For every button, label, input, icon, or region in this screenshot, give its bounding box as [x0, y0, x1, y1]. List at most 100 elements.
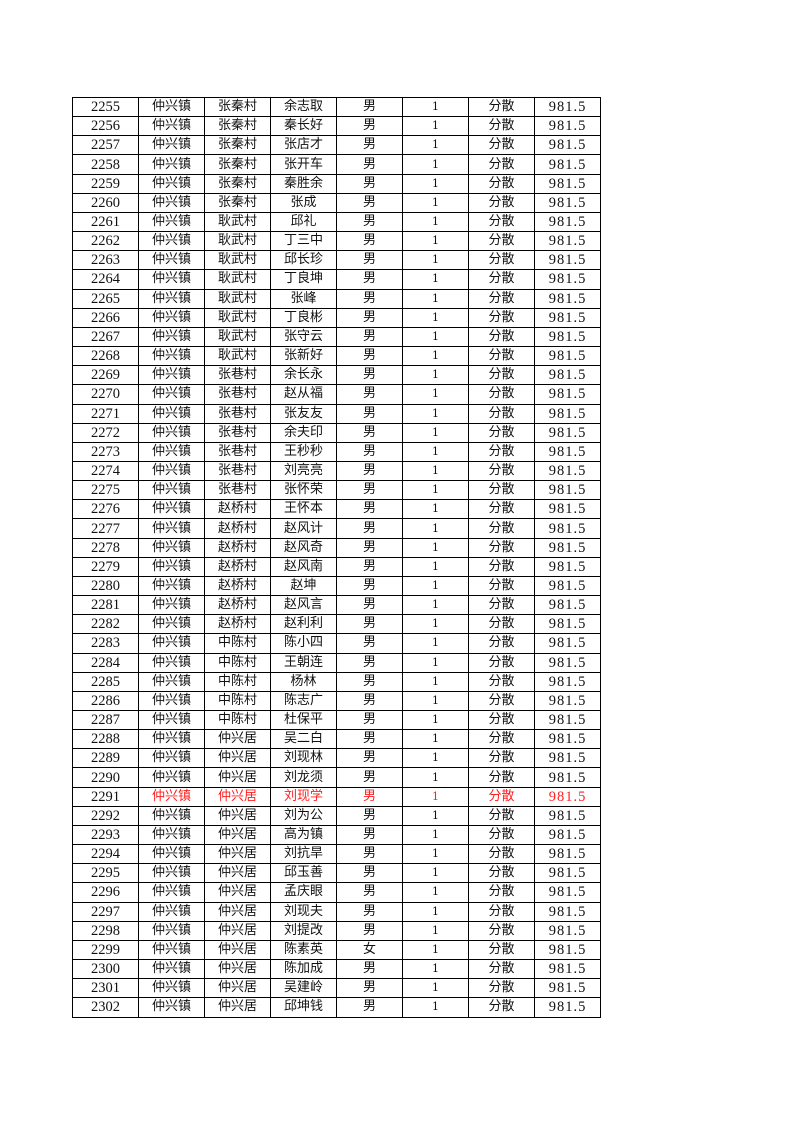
category-cell: 分散: [468, 441, 535, 462]
gender-cell: 男: [336, 786, 403, 807]
person-name-cell: 邱玉善: [270, 863, 337, 884]
village-cell: 仲兴居: [204, 920, 271, 941]
person-name: 刘提改: [283, 922, 323, 938]
gender-cell: 男: [336, 422, 403, 443]
table-row: 2262 仲兴镇 耿武村 丁三中 男 1 分散 981.5: [72, 231, 601, 252]
gender: 男: [362, 233, 376, 249]
category: 分散: [488, 788, 515, 804]
amount-cell: 981.5: [534, 786, 601, 807]
township-cell: 仲兴镇: [138, 135, 205, 156]
table-row: 2286 仲兴镇 中陈村 陈志广 男 1 分散 981.5: [72, 690, 601, 712]
person-name-cell: 刘提改: [270, 920, 337, 941]
township: 仲兴镇: [151, 137, 191, 153]
category: 分散: [488, 577, 515, 593]
village: 耿武村: [217, 271, 257, 287]
gender: 男: [362, 405, 376, 421]
count-cell: 1: [402, 786, 469, 807]
count-cell: 1: [402, 135, 469, 156]
category-cell: 分散: [468, 709, 535, 731]
gender: 男: [362, 443, 376, 459]
village: 仲兴居: [217, 846, 257, 862]
count-cell: 1: [402, 384, 469, 405]
table-row: 2279 仲兴镇 赵桥村 赵风南 男 1 分散 981.5: [72, 556, 601, 577]
gender-cell: 男: [336, 863, 403, 884]
count-cell: 1: [402, 767, 469, 788]
gender-cell: 男: [336, 173, 403, 194]
count: 1: [432, 540, 439, 554]
category: 分散: [488, 597, 515, 613]
person-name-cell: 王朝连: [270, 652, 337, 673]
gender: 男: [362, 520, 376, 536]
gender-cell: 男: [336, 690, 403, 712]
person-name: 刘龙须: [283, 769, 323, 785]
table-row: 2258 仲兴镇 张秦村 张开车 男 1 分散 981.5: [72, 154, 601, 175]
amount: 981.5: [548, 482, 587, 499]
table-row: 2288 仲兴镇 仲兴居 吴二白 男 1 分散 981.5: [72, 729, 601, 750]
category: 分散: [488, 271, 515, 287]
count: 1: [432, 598, 439, 612]
row-number: 2296: [91, 884, 120, 901]
row-number: 2291: [91, 788, 120, 805]
gender: 男: [362, 788, 376, 804]
person-name-cell: 刘为公: [270, 805, 337, 826]
township-cell: 仲兴镇: [138, 939, 205, 961]
township-cell: 仲兴镇: [138, 786, 205, 807]
amount-cell: 981.5: [534, 959, 601, 980]
gender: 男: [362, 328, 376, 344]
village-cell: 张秦村: [204, 154, 271, 175]
gender: 男: [362, 501, 376, 517]
township-cell: 仲兴镇: [138, 346, 205, 367]
category-cell: 分散: [468, 269, 535, 290]
count: 1: [432, 329, 439, 343]
row-number: 2278: [91, 539, 120, 556]
amount-cell: 981.5: [534, 250, 601, 271]
category-cell: 分散: [468, 537, 535, 558]
row-number: 2260: [91, 194, 120, 211]
amount-cell: 981.5: [534, 767, 601, 788]
category: 分散: [488, 807, 515, 823]
table-row: 2256 仲兴镇 张秦村 秦长好 男 1 分散 981.5: [72, 116, 601, 137]
row-number: 2258: [91, 156, 120, 173]
amount-cell: 981.5: [534, 326, 601, 348]
township: 仲兴镇: [151, 99, 191, 115]
table-row: 2266 仲兴镇 耿武村 丁良彬 男 1 分散 981.5: [72, 307, 601, 328]
village: 仲兴居: [217, 884, 257, 900]
row-number-cell: 2297: [72, 901, 139, 922]
gender-cell: 男: [336, 595, 403, 616]
village: 耿武村: [217, 309, 257, 325]
person-name-cell: 余长永: [270, 365, 337, 386]
table-row: 2261 仲兴镇 耿武村 邱礼 男 1 分散 981.5: [72, 211, 601, 233]
category-cell: 分散: [468, 920, 535, 941]
village-cell: 仲兴居: [204, 786, 271, 807]
category: 分散: [488, 884, 515, 900]
amount-cell: 981.5: [534, 231, 601, 252]
category: 分散: [488, 616, 515, 632]
person-name-cell: 赵风南: [270, 556, 337, 577]
village-cell: 赵桥村: [204, 537, 271, 558]
township: 仲兴镇: [151, 539, 191, 555]
table-row: 2269 仲兴镇 张巷村 余长永 男 1 分散 981.5: [72, 365, 601, 386]
village: 仲兴居: [217, 807, 257, 823]
row-number-cell: 2290: [72, 767, 139, 788]
count: 1: [432, 559, 439, 573]
amount-cell: 981.5: [534, 269, 601, 290]
gender-cell: 男: [336, 192, 403, 213]
count-cell: 1: [402, 460, 469, 482]
row-number-cell: 2298: [72, 920, 139, 941]
category: 分散: [488, 865, 515, 881]
village: 赵桥村: [217, 616, 257, 632]
village: 赵桥村: [217, 558, 257, 574]
amount: 981.5: [548, 520, 587, 537]
person-name-cell: 杨林: [270, 671, 337, 692]
count: 1: [432, 310, 439, 324]
village-cell: 仲兴居: [204, 748, 271, 769]
count: 1: [432, 387, 439, 401]
village-cell: 耿武村: [204, 307, 271, 328]
gender-cell: 男: [336, 709, 403, 731]
township: 仲兴镇: [151, 597, 191, 613]
row-number-cell: 2295: [72, 863, 139, 884]
row-number-cell: 2275: [72, 480, 139, 501]
count-cell: 1: [402, 231, 469, 252]
person-name: 杨林: [290, 673, 317, 689]
category: 分散: [488, 405, 515, 421]
